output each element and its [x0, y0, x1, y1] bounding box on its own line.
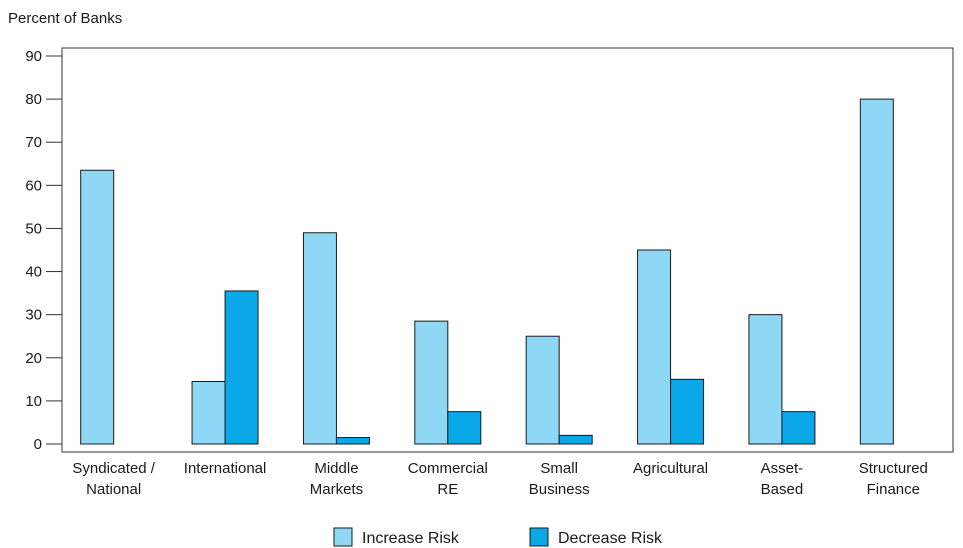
bar-increase-risk	[80, 169, 115, 445]
bar-increase-risk	[191, 380, 226, 445]
x-category-label: Syndicated / National	[72, 460, 155, 498]
x-category-label: Small Business	[529, 460, 590, 498]
legend-label: Decrease Risk	[558, 530, 663, 547]
x-category-label: Middle Markets	[310, 460, 363, 498]
y-axis-title: Percent of Banks	[8, 10, 122, 27]
y-tick-label: 90	[25, 48, 42, 65]
x-category-label: Agricultural	[633, 460, 708, 477]
x-category-label: Structured Finance	[859, 460, 928, 498]
y-tick-label: 40	[25, 264, 42, 281]
bar-increase-risk	[525, 335, 560, 445]
bars	[80, 98, 894, 445]
bar-increase-risk	[859, 98, 894, 445]
y-tick-label: 60	[25, 177, 42, 194]
y-tick-label: 0	[34, 436, 42, 453]
axes: 0 10 20 30 40 50 60 70 80 90	[25, 47, 954, 453]
y-tick-label: 70	[25, 134, 42, 151]
x-category-label: Commercial RE	[408, 460, 488, 498]
y-tick-label: 80	[25, 91, 42, 108]
bar-decrease-risk	[670, 378, 705, 445]
legend-swatch	[529, 527, 549, 547]
bar-decrease-risk	[781, 411, 816, 445]
bar-decrease-risk	[224, 290, 259, 445]
bar-increase-risk	[414, 320, 449, 445]
bar-increase-risk	[637, 249, 672, 445]
bar-decrease-risk	[558, 434, 593, 445]
y-tick-label: 10	[25, 393, 42, 410]
bar-decrease-risk	[335, 437, 370, 445]
y-tick-label: 30	[25, 307, 42, 324]
x-category-label: Asset-Based	[761, 460, 804, 498]
category-labels: Syndicated / National International Middle M…	[72, 460, 928, 498]
y-tick-label: 20	[25, 350, 42, 367]
legend: Increase Risk Decrease Risk	[333, 527, 663, 547]
bar-decrease-risk	[447, 411, 482, 445]
plot-frame	[61, 47, 954, 453]
legend-label: Increase Risk	[362, 530, 460, 547]
x-category-label: International	[184, 460, 267, 477]
bar-increase-risk	[302, 232, 337, 445]
y-tick-label: 50	[25, 220, 42, 237]
bar-increase-risk	[748, 314, 783, 445]
legend-swatch	[333, 527, 353, 547]
